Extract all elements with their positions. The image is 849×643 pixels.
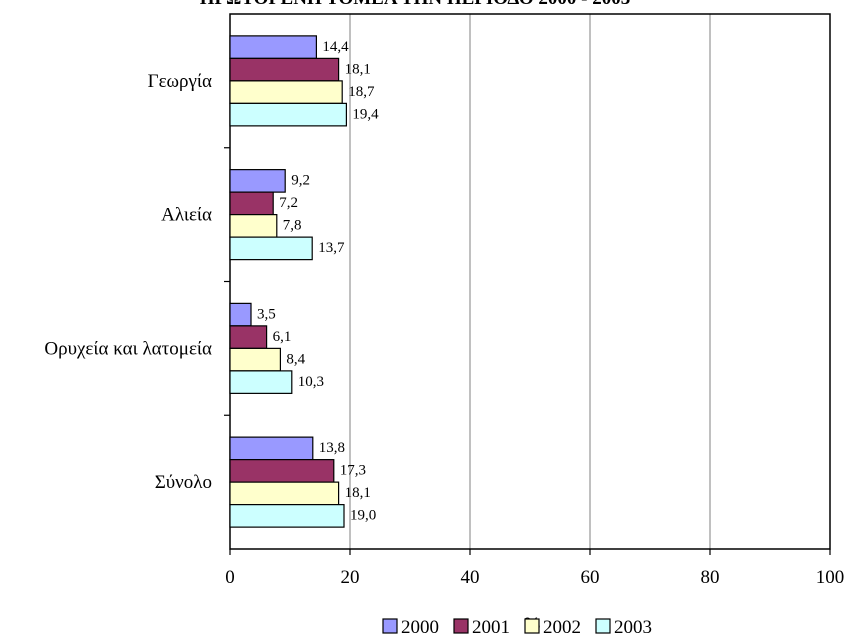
- category-label: Σύνολο: [155, 472, 212, 493]
- x-tick-label: 40: [461, 567, 480, 588]
- data-label: 7,2: [279, 195, 298, 211]
- data-label: 19,0: [350, 508, 376, 524]
- bar: [229, 57, 340, 82]
- bar: [229, 459, 335, 483]
- data-label: 17,3: [340, 463, 366, 479]
- bar: [229, 236, 313, 261]
- legend-label: 2001: [472, 617, 510, 638]
- data-label: 18,7: [348, 84, 375, 100]
- data-label: 8,4: [286, 351, 305, 367]
- data-label: 18,1: [345, 61, 371, 77]
- data-label: 13,8: [319, 440, 345, 456]
- chart-title: ΠΡΩΤΟΓΕΝΗ ΤΟΜΕΑ ΤΗΝ ΠΕΡΙΟΔΟ 2000 - 2003: [200, 0, 631, 9]
- data-label: 6,1: [273, 329, 292, 345]
- category-label: Ορυχεία και λατομεία: [44, 338, 212, 359]
- category-label: Αλιεία: [161, 205, 212, 226]
- legend-label: 2002: [543, 617, 581, 638]
- category-label: Γεωργία: [148, 71, 212, 92]
- bar: [229, 80, 343, 104]
- x-tick-label: 60: [581, 567, 600, 588]
- data-label: 9,2: [291, 173, 310, 189]
- bar: [229, 347, 282, 372]
- bar: [229, 436, 314, 461]
- legend-swatch: [382, 618, 398, 634]
- bar: [229, 370, 293, 394]
- bar: [229, 169, 286, 193]
- bar: [229, 35, 318, 59]
- data-label: 14,4: [322, 39, 349, 55]
- bar: [229, 504, 345, 528]
- x-tick-label: 80: [701, 567, 720, 588]
- data-label: 7,8: [283, 218, 302, 234]
- data-label: 19,4: [352, 106, 379, 122]
- x-tick-label: 20: [341, 567, 360, 588]
- legend-swatch: [524, 618, 540, 634]
- x-tick-label: 0: [225, 567, 235, 588]
- plot-area: 0 20 40 60 80 100 Γεωργία 14,4 18,1 18,7 19,4 Αλιεί…: [44, 13, 845, 588]
- bar: [229, 214, 278, 238]
- legend-swatch: [453, 618, 469, 634]
- x-tick-label: 100: [816, 567, 845, 588]
- bar: [229, 325, 268, 349]
- legend: 2000 2001 2002 2003: [382, 617, 652, 638]
- legend-label: 2000: [401, 617, 439, 638]
- data-label: 18,1: [345, 485, 371, 501]
- data-label: 13,7: [318, 240, 345, 256]
- legend-swatch: [595, 618, 611, 634]
- legend-label: 2003: [614, 617, 652, 638]
- data-label: 10,3: [298, 374, 324, 390]
- bar: [229, 191, 274, 216]
- bar: [229, 102, 348, 127]
- bar: [229, 481, 340, 506]
- bar: [229, 302, 252, 327]
- data-label: 3,5: [257, 306, 276, 322]
